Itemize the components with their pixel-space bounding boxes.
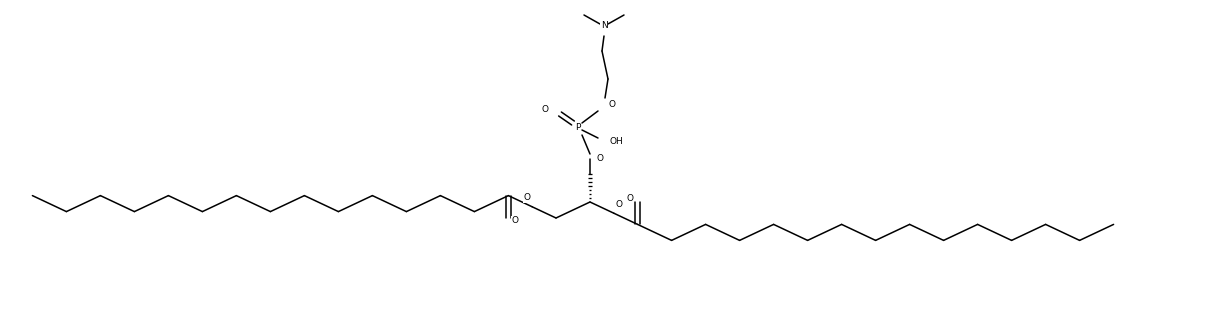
Text: O: O (597, 154, 604, 163)
Text: O: O (512, 216, 518, 225)
Text: P: P (576, 123, 581, 131)
Text: O: O (542, 105, 549, 114)
Text: O: O (615, 200, 622, 209)
Text: N: N (600, 22, 608, 31)
Text: O: O (626, 194, 633, 203)
Text: O: O (609, 100, 616, 109)
Text: O: O (523, 193, 531, 202)
Text: OH: OH (609, 137, 623, 145)
